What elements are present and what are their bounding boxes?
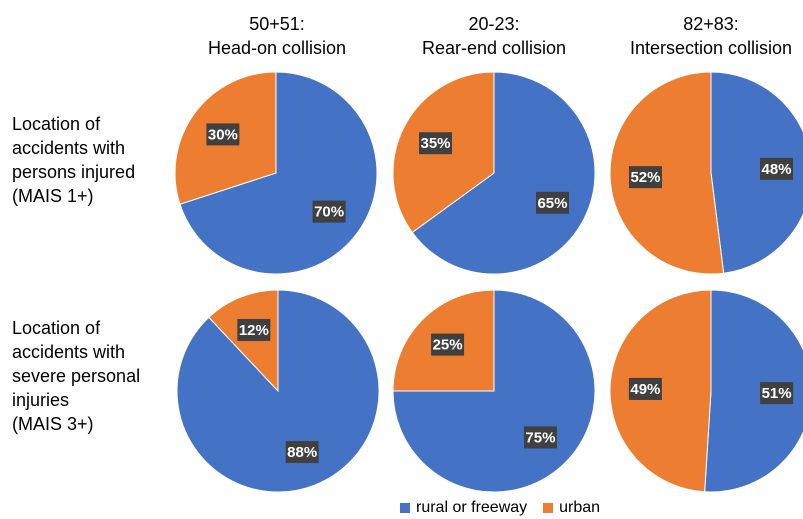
column-title-name: Rear-end collision (421, 38, 567, 58)
pie-slice-urban (609, 71, 725, 275)
column-title-code: 82+83: (683, 14, 739, 34)
column-title-head-on: 50+51: Head-on collision (157, 12, 397, 60)
column-title-name: Intersection collision (629, 38, 793, 58)
column-title-code: 20-23: (468, 14, 520, 34)
data-label: 52% (630, 169, 660, 186)
data-label-box (206, 123, 240, 146)
row-label-mais1: Location of accidents with persons injur… (12, 114, 136, 206)
data-label-box (285, 441, 319, 464)
column-title-name: Head-on collision (207, 38, 347, 58)
legend-item-rural-or-freeway: rural or freeway (400, 498, 527, 518)
pie-2: 65% 35% (392, 71, 596, 275)
column-title-rear-end: 20-23: Rear-end collision (374, 12, 614, 60)
pie-1: 70% 30% (174, 71, 378, 275)
pie-slice-rural-or-freeway (710, 71, 803, 274)
data-label: 88% (287, 444, 317, 461)
pie-slice-rural-or-freeway (704, 289, 803, 493)
pie-5: 75% 25% (392, 289, 596, 493)
data-label: 70% (314, 204, 344, 221)
legend-swatch-urban (543, 503, 554, 513)
data-label-box (760, 157, 794, 180)
data-label-box (419, 132, 453, 155)
data-label: 65% (537, 195, 567, 212)
legend-label: urban (559, 499, 601, 516)
legend-item-urban: urban (543, 498, 600, 518)
data-label: 30% (208, 126, 238, 143)
column-title-code: 50+51: (249, 14, 305, 34)
pie-slice-rural-or-freeway (179, 71, 378, 275)
data-label-box (535, 191, 569, 214)
data-label-box (760, 382, 794, 405)
legend-swatch-rural-or-freeway (400, 503, 410, 513)
data-label: 12% (239, 322, 269, 339)
data-label-box (237, 318, 271, 341)
pie-3: 48% 52% (609, 71, 803, 275)
data-label: 35% (420, 135, 450, 152)
data-label-box (628, 377, 662, 400)
data-label: 75% (525, 429, 555, 446)
legend-label: rural or freeway (416, 499, 528, 516)
data-label: 25% (433, 337, 463, 354)
data-label-box (628, 166, 662, 189)
column-title-intersection: 82+83: Intersection collision (591, 12, 803, 60)
data-label-box (431, 333, 465, 356)
data-label-box (312, 200, 346, 223)
chart-legend: rural or freeway urban (400, 498, 616, 518)
data-label: 48% (762, 161, 792, 178)
data-label: 49% (630, 381, 660, 398)
pie-4: 88% 12% (176, 289, 380, 493)
data-label: 51% (762, 385, 792, 402)
pie-6: 51% 49% (609, 289, 803, 493)
data-label-box (523, 426, 557, 449)
pie-slice-rural-or-freeway (411, 71, 596, 275)
row-label-mais3: Location of accidents with severe person… (12, 318, 141, 434)
